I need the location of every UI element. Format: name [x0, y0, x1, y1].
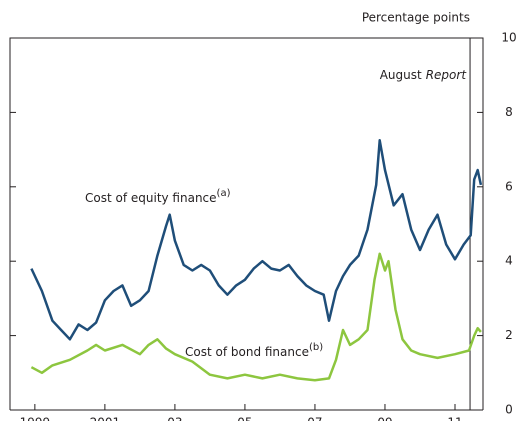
series-line [30, 252, 482, 382]
series-label: Cost of bond finance(b) [185, 342, 323, 359]
x-tick-label: 09 [377, 416, 392, 421]
x-tick-label: 07 [307, 416, 322, 421]
event-label-text: August [380, 68, 422, 82]
event-label: August Report [380, 68, 468, 82]
y-tick-label: 0 [505, 403, 513, 417]
series-sup: (a) [217, 188, 231, 199]
x-tick-label: 11 [447, 416, 462, 421]
x-tick-label: 03 [167, 416, 182, 421]
axis-title: Percentage points [362, 11, 470, 25]
y-tick-label: 2 [505, 328, 513, 342]
series-name: Cost of equity finance [85, 191, 217, 205]
y-tick-label: 8 [505, 105, 513, 119]
x-tick-label: 05 [237, 416, 252, 421]
y-tick-label: 6 [505, 179, 513, 193]
y-tick-label: 10 [501, 31, 516, 45]
x-tick-label: 2001 [90, 416, 121, 421]
plot-frame [9, 37, 484, 410]
series-line [30, 139, 483, 341]
series-sup: (b) [309, 342, 323, 353]
y-tick-label: 4 [505, 254, 513, 268]
series-name: Cost of bond finance [185, 345, 309, 359]
series-label: Cost of equity finance(a) [85, 188, 231, 205]
x-tick-label: 1999 [20, 416, 51, 421]
event-label-italic: Report [426, 68, 468, 82]
